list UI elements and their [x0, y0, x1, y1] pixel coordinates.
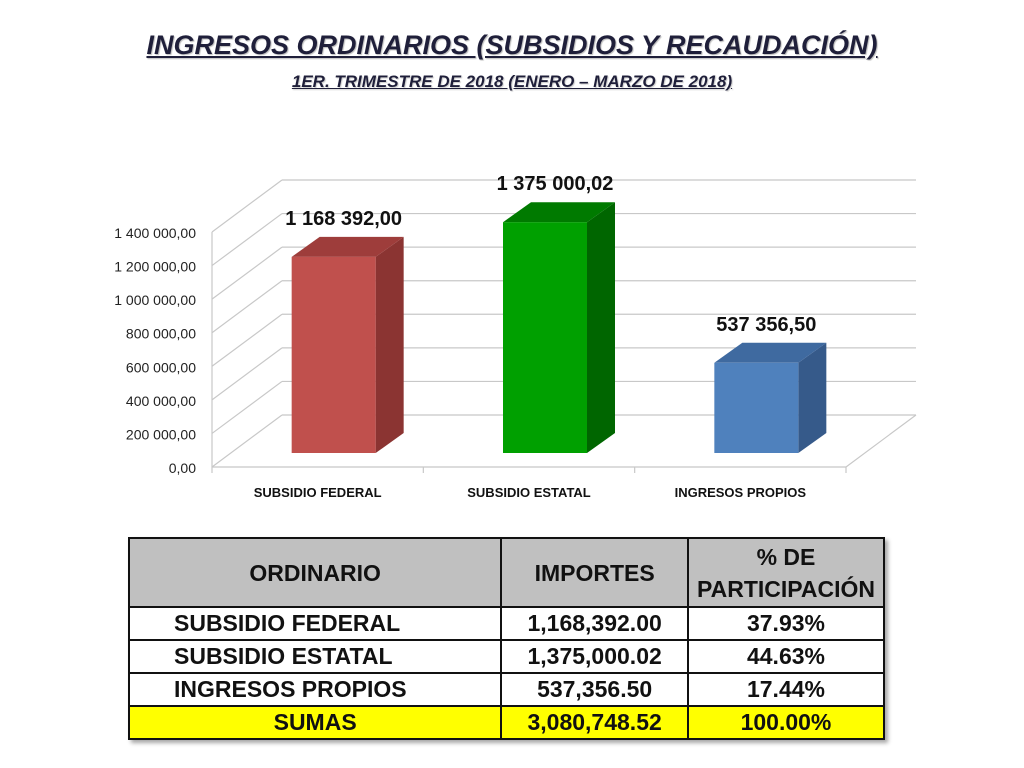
bar-top [714, 342, 827, 363]
table-row: SUBSIDIO ESTATAL 1,375,000.02 44.63% [127, 639, 886, 674]
participation-table: ORDINARIO IMPORTES % DE PARTICIPACIÓN SU… [127, 537, 886, 740]
bar-top [503, 202, 615, 223]
category-label: SUBSIDIO FEDERAL [254, 485, 382, 500]
chart-title: INGRESOS ORDINARIOS (SUBSIDIOS Y RECAUDA… [146, 30, 878, 60]
row-percent: 37.93% [686, 606, 886, 641]
total-percent: 100.00% [686, 705, 886, 740]
row-concept: SUBSIDIO FEDERAL [127, 606, 503, 641]
header-ordinario: ORDINARIO [127, 537, 503, 608]
gridline-side [211, 213, 283, 267]
floor-edge [845, 414, 917, 468]
gridline-side [211, 280, 283, 334]
gridline-side [211, 347, 283, 401]
total-amount: 3,080,748.52 [500, 705, 689, 740]
y-tick-label: 400 000,00 [126, 393, 196, 409]
row-concept: SUBSIDIO ESTATAL [127, 639, 503, 674]
row-percent: 44.63% [686, 639, 886, 674]
header-importes: IMPORTES [500, 537, 689, 608]
table-header-row: ORDINARIO IMPORTES % DE PARTICIPACIÓN [127, 537, 886, 608]
bar-chart: 0,00 200 000,00 400 000,00 600 000,00 800 00… [114, 173, 917, 500]
bar-side [375, 236, 404, 453]
y-tick-label: 800 000,00 [126, 326, 196, 342]
y-tick-label: 200 000,00 [126, 426, 196, 442]
bar-side [587, 202, 615, 453]
row-concept: INGRESOS PROPIOS [127, 672, 503, 707]
data-label: 537 356,50 [716, 314, 816, 336]
gridline-side [211, 380, 283, 434]
y-tick-label: 600 000,00 [126, 359, 196, 375]
gridline-side [211, 414, 283, 468]
bar-side [798, 342, 827, 453]
row-amount: 1,168,392.00 [500, 606, 689, 641]
y-tick-label: 1 000 000,00 [114, 292, 196, 308]
table-row: INGRESOS PROPIOS 537,356.50 17.44% [127, 672, 886, 707]
table-row: SUBSIDIO FEDERAL 1,168,392.00 37.93% [127, 606, 886, 641]
category-label: SUBSIDIO ESTATAL [467, 485, 591, 500]
bar [503, 222, 587, 453]
y-tick-label: 1 200 000,00 [114, 259, 196, 275]
gridline-side [211, 313, 283, 367]
data-label: 1 375 000,02 [497, 173, 614, 195]
y-tick-label: 0,00 [169, 460, 196, 476]
row-amount: 1,375,000.02 [500, 639, 689, 674]
total-label: SUMAS [127, 705, 503, 740]
header-participacion: % DE PARTICIPACIÓN [686, 537, 886, 608]
bar-top [291, 236, 404, 257]
table-total-row: SUMAS 3,080,748.52 100.00% [127, 705, 886, 740]
bar [291, 256, 376, 453]
row-percent: 17.44% [686, 672, 886, 707]
data-label: 1 168 392,00 [285, 208, 402, 230]
bar [714, 362, 799, 453]
chart-subtitle: 1ER. TRIMESTRE DE 2018 (ENERO – MARZO DE… [291, 72, 733, 91]
gridline-side [211, 179, 283, 233]
category-label: INGRESOS PROPIOS [675, 485, 807, 500]
row-amount: 537,356.50 [500, 672, 689, 707]
y-tick-label: 1 400 000,00 [114, 225, 196, 241]
gridline-side [211, 246, 283, 300]
